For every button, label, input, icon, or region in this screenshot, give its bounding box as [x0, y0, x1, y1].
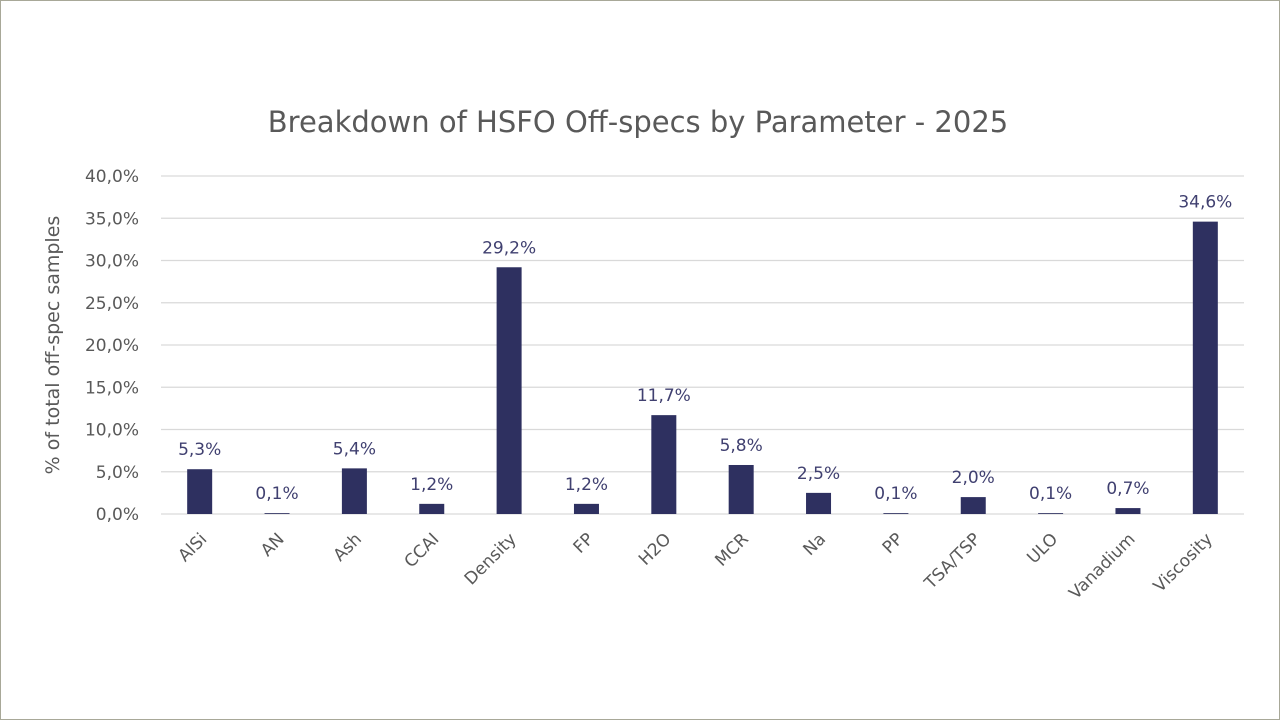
y-tick-label: 30,0% — [85, 252, 139, 272]
data-label: 0,1% — [255, 484, 298, 504]
data-label: 1,2% — [410, 475, 453, 495]
bar — [806, 492, 832, 514]
x-tick-label: ULO — [1023, 529, 1062, 568]
x-tick-label: H2O — [635, 529, 675, 569]
x-tick-label: AN — [257, 529, 288, 560]
data-label: 34,6% — [1178, 193, 1232, 213]
data-label: 2,0% — [952, 468, 995, 488]
x-tick-label: TSA/TSP — [920, 529, 985, 594]
bar — [419, 503, 445, 514]
x-tick-label: Density — [461, 529, 521, 589]
y-tick-label: 40,0% — [85, 167, 139, 187]
bar — [651, 415, 677, 514]
bar — [1192, 221, 1218, 514]
data-label: 0,1% — [1029, 484, 1072, 504]
data-label: 1,2% — [565, 475, 608, 495]
data-label: 5,8% — [720, 436, 763, 456]
y-tick-label: 5,0% — [96, 463, 139, 483]
x-tick-label: AlSi — [175, 529, 212, 566]
chart-title: Breakdown of HSFO Off-specs by Parameter… — [268, 105, 1008, 139]
y-tick-label: 10,0% — [85, 421, 139, 441]
data-label: 5,3% — [178, 440, 221, 460]
x-tick-label: Ash — [330, 529, 366, 565]
bar — [264, 513, 290, 514]
y-tick-label: 15,0% — [85, 378, 139, 398]
y-tick-label: 35,0% — [85, 209, 139, 229]
x-tick-label: PP — [879, 529, 908, 558]
x-tick-label: FP — [570, 529, 598, 557]
data-label: 11,7% — [637, 386, 691, 406]
y-tick-label: 20,0% — [85, 336, 139, 356]
x-tick-label: Na — [800, 529, 831, 560]
bar — [1115, 508, 1141, 514]
bar — [960, 497, 986, 514]
bar — [573, 503, 599, 514]
data-label: 0,7% — [1106, 479, 1149, 499]
data-label: 5,4% — [333, 439, 376, 459]
x-tick-label: Vanadium — [1065, 529, 1139, 603]
bar — [341, 468, 367, 514]
bar — [1038, 513, 1064, 514]
data-label: 2,5% — [797, 464, 840, 484]
data-label: 29,2% — [482, 238, 536, 258]
x-tick-label: CCAI — [401, 529, 444, 572]
y-axis-label: % of total off-spec samples — [42, 216, 64, 475]
x-tick-label: Viscosity — [1150, 529, 1217, 596]
data-label: 0,1% — [874, 484, 917, 504]
bar — [187, 469, 213, 514]
x-tick-label: MCR — [711, 529, 752, 570]
bar — [728, 464, 754, 514]
bar — [496, 267, 522, 514]
y-tick-label: 25,0% — [85, 294, 139, 314]
bar — [883, 513, 909, 514]
y-tick-label: 0,0% — [96, 505, 139, 525]
